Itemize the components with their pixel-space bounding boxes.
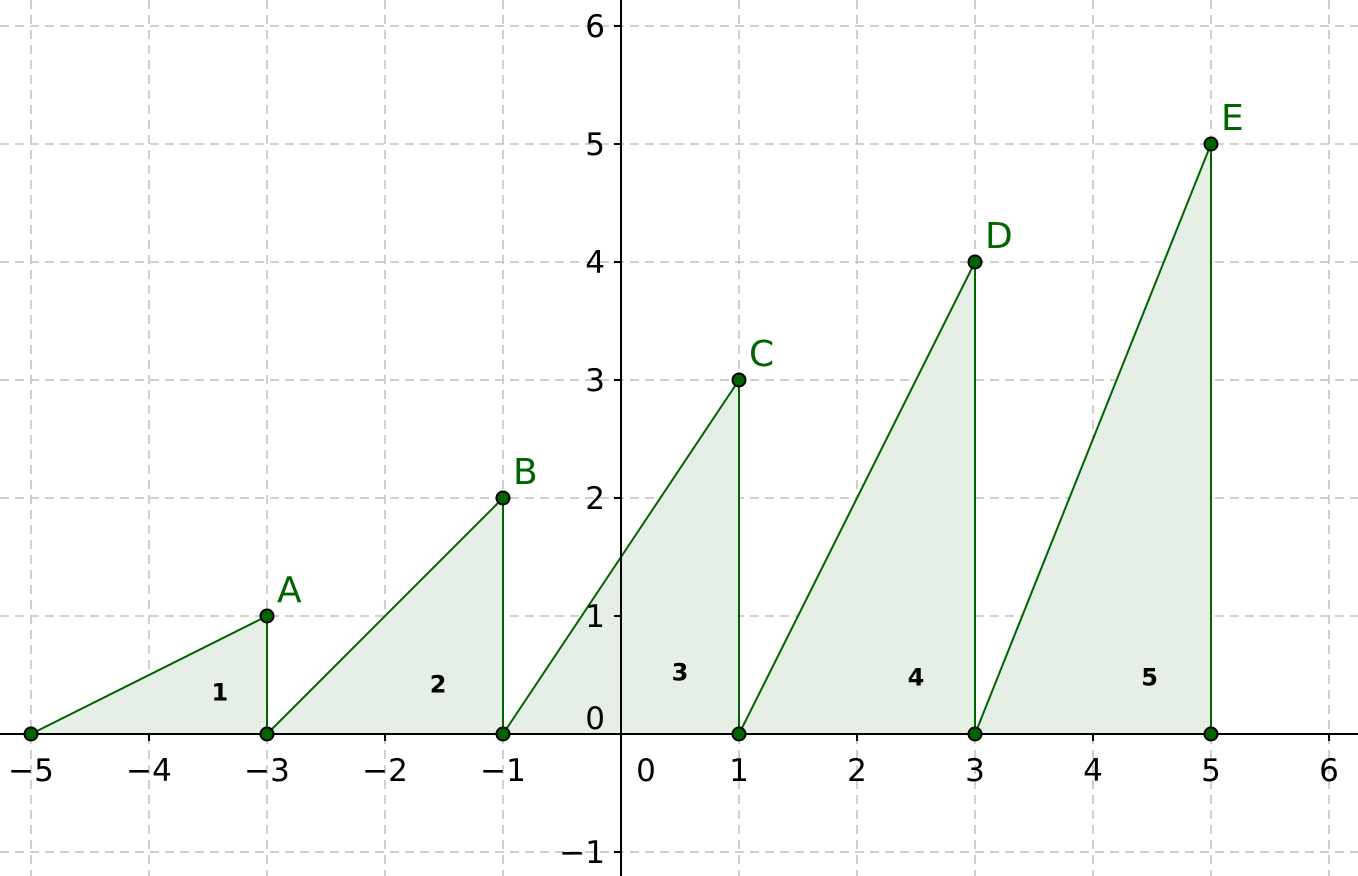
- triangle-label-5: 5: [1141, 663, 1158, 691]
- base-point: [731, 726, 747, 742]
- base-point: [23, 726, 39, 742]
- y-tick-label: 3: [585, 363, 605, 399]
- point-c: [731, 372, 747, 388]
- point-a: [259, 608, 275, 624]
- x-tick-label: −4: [126, 753, 172, 789]
- point-label-b: B: [513, 452, 538, 493]
- triangle-5-hypotenuse: [974, 143, 1212, 735]
- y-tick-label: 5: [585, 127, 605, 163]
- triangle-label-2: 2: [430, 670, 447, 698]
- triangle-2-hypotenuse: [266, 497, 504, 735]
- point-b: [495, 490, 511, 506]
- y-tick-label: −1: [559, 835, 605, 871]
- point-e: [1203, 136, 1219, 152]
- base-point: [967, 726, 983, 742]
- x-tick-label: −2: [362, 753, 408, 789]
- y-origin-label: 0: [585, 701, 605, 737]
- triangle-4-hypotenuse: [738, 261, 976, 735]
- point-d: [967, 254, 983, 270]
- base-point: [1203, 726, 1219, 742]
- triangle-label-4: 4: [908, 663, 925, 691]
- base-point: [495, 726, 511, 742]
- x-tick-label: 5: [1201, 753, 1221, 789]
- triangle-label-1: 1: [211, 679, 228, 707]
- x-tick-label: −3: [244, 753, 290, 789]
- x-tick-label: 6: [1319, 753, 1339, 789]
- triangle-1-hypotenuse: [30, 615, 268, 735]
- point-label-e: E: [1221, 98, 1244, 139]
- point-label-d: D: [985, 216, 1013, 257]
- point-label-c: C: [749, 334, 774, 375]
- x-tick-label: 1: [729, 753, 749, 789]
- point-label-a: A: [277, 570, 302, 611]
- x-tick-label: 4: [1083, 753, 1103, 789]
- y-tick-label: 1: [585, 599, 605, 635]
- triangle-label-3: 3: [672, 659, 689, 687]
- x-tick-label: −1: [480, 753, 526, 789]
- y-tick-label: 2: [585, 481, 605, 517]
- points: [23, 136, 1219, 742]
- x-tick-label: 3: [965, 753, 985, 789]
- labels: A B C D E 1 2 3 4 5: [211, 98, 1243, 707]
- y-tick-label: 4: [585, 245, 605, 281]
- y-tick-label: 6: [585, 9, 605, 45]
- x-tick-label: −5: [8, 753, 54, 789]
- base-point: [259, 726, 275, 742]
- x-origin-label: 0: [636, 753, 656, 789]
- x-tick-label: 2: [847, 753, 867, 789]
